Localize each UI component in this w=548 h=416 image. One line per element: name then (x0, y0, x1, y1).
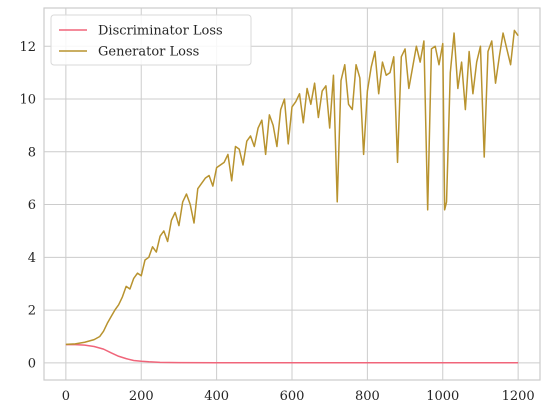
legend-label-discriminator-loss: Discriminator Loss (98, 24, 223, 39)
legend-label-generator-loss: Generator Loss (98, 45, 199, 60)
series-line-generator-loss (65, 29, 519, 346)
plot-frame (43, 7, 541, 381)
y-tick-label: 2 (28, 304, 36, 319)
x-tick-label: 400 (204, 389, 229, 404)
x-tick-label: 1200 (502, 389, 535, 404)
plot-border (43, 7, 541, 381)
y-tick-label: 4 (28, 251, 36, 266)
series-line-discriminator-loss (65, 343, 519, 364)
x-tick-label: 600 (280, 389, 305, 404)
legend: Discriminator Loss Generator Loss (50, 14, 252, 66)
y-tick-label: 8 (28, 145, 36, 160)
y-tick-label: 12 (19, 40, 36, 55)
x-tick-label: 0 (62, 389, 70, 404)
y-tick-label: 0 (28, 356, 36, 371)
x-tick-label: 1000 (426, 389, 459, 404)
x-tick-label: 800 (355, 389, 380, 404)
x-tick-label: 200 (129, 389, 154, 404)
series-lines (65, 29, 519, 364)
y-tick-label: 10 (19, 93, 36, 108)
legend-box (50, 14, 252, 66)
tick-labels: 0 200 400 600 800 1000 1200 0 2 4 6 8 10 12 (19, 40, 534, 404)
y-tick-label: 6 (28, 198, 36, 213)
